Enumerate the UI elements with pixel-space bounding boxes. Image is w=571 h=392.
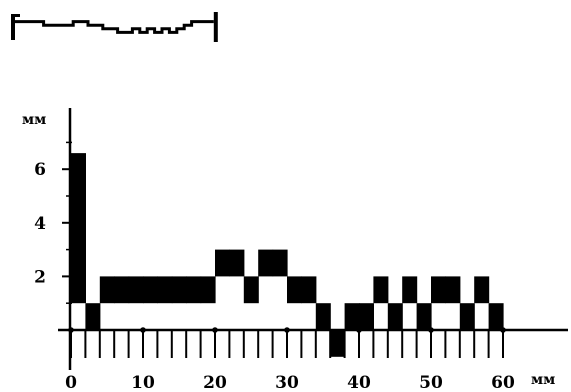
x-tick-label-10: 10 [131,373,155,392]
ticks-group [62,141,506,358]
labels-group: мм мм 0 10 20 30 40 50 60 2 4 6 [22,112,555,392]
waveform-line [14,20,214,34]
bar-1 [85,303,101,330]
bar-23 [402,276,418,304]
bar-6 [157,276,173,304]
y-axis-unit-label: мм [22,112,46,128]
bar-27 [459,303,475,330]
bar-2 [99,276,115,304]
bar-12 [243,276,259,304]
axes-group [58,108,568,370]
bar-24 [416,303,432,330]
bars-group [71,153,504,357]
waveform-right-bracket [213,12,218,42]
x-major-dot-10 [140,327,146,333]
x-tick-label-50: 50 [419,373,443,392]
bar-4 [128,276,144,304]
x-major-dot-50 [428,327,434,333]
bar-15 [287,276,302,304]
x-tick-label-20: 20 [203,373,227,392]
bar-21 [373,276,389,304]
bar-9 [200,276,216,304]
x-tick-label-60: 60 [491,373,515,392]
x-axis-unit-label: мм [531,372,555,388]
bar-16 [301,276,317,304]
bar-7 [171,276,187,304]
bar-28 [474,276,490,304]
waveform-left-bracket [11,14,15,40]
bar-18 [330,330,346,357]
y-tick-label-2: 2 [34,267,46,287]
bar-14 [272,249,288,277]
x-major-dot-20 [212,327,218,333]
bar-3 [114,276,130,304]
bar-29 [488,303,504,330]
x-tick-label-30: 30 [275,373,299,392]
y-tick-label-6: 6 [34,160,46,180]
bar-10 [215,249,230,277]
bar-25 [431,276,446,304]
waveform-trace [11,12,218,42]
x-major-dot-30 [284,327,290,333]
bar-5 [143,276,158,304]
y-tick-label-4: 4 [34,214,46,234]
bar-22 [387,303,403,330]
x-major-dot-40 [356,327,362,333]
bar-8 [186,276,202,304]
waveform-left-bracket-cap [11,14,20,17]
bar-20 [359,303,374,330]
bar-19 [344,303,360,330]
x-tick-label-40: 40 [347,373,371,392]
x-tick-label-0: 0 [65,373,77,392]
bar-11 [229,249,245,277]
bar-0 [71,153,86,304]
bar-13 [258,249,274,277]
x-major-dot-0 [68,327,74,333]
bar-26 [445,276,461,304]
bar-17 [315,303,331,330]
x-major-dot-60 [500,327,506,333]
